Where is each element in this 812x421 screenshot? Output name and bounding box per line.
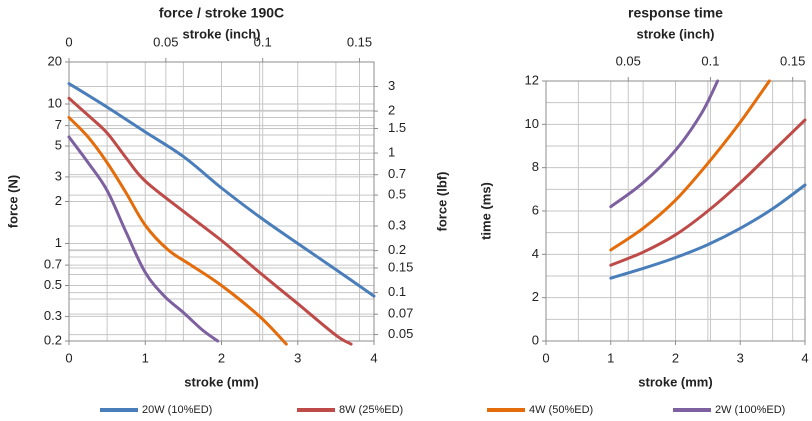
chart1-y-tick-label: 0.2 xyxy=(44,332,62,347)
chart2-x-tick-label: 1 xyxy=(607,350,614,365)
chart1-x-tick-label: 3 xyxy=(294,350,301,365)
chart1-y2-tick-label: 0.15 xyxy=(388,259,413,274)
legend-label-4w: 4W (50%ED) xyxy=(529,404,594,416)
chart1-x-tick-label: 1 xyxy=(142,350,149,365)
chart1-x-label: stroke (mm) xyxy=(184,374,258,389)
chart1-x2-tick-label: 0.15 xyxy=(347,34,372,49)
chart1-y-tick-label: 0.3 xyxy=(44,308,62,323)
legend-swatch-2w xyxy=(673,408,711,412)
legend-item-8w: 8W (25%ED) xyxy=(297,401,403,419)
chart1-y-tick-label: 2 xyxy=(55,193,62,208)
chart2-y-tick-label: 2 xyxy=(532,289,539,304)
chart2-x2-label: stroke (inch) xyxy=(636,26,714,41)
chart2-series-line-0 xyxy=(609,183,807,280)
chart1-y2-tick-label: 0.1 xyxy=(388,284,406,299)
chart2-y-tick-label: 4 xyxy=(532,246,539,261)
chart1-y2-tick-label: 2 xyxy=(388,103,395,118)
chart1-x2-tick-label: 0.1 xyxy=(254,34,272,49)
chart1-y2-tick-label: 0.7 xyxy=(388,166,406,181)
chart1-y-tick-label: 1 xyxy=(55,235,62,250)
chart2-x-tick-label: 2 xyxy=(672,350,679,365)
legend-label-20w: 20W (10%ED) xyxy=(142,404,213,416)
chart1-y2-tick-label: 0.07 xyxy=(388,306,413,321)
chart1-y2-tick-label: 1 xyxy=(388,145,395,160)
chart1-series-line-1 xyxy=(67,96,353,346)
legend-item-20w: 20W (10%ED) xyxy=(100,401,212,419)
legend-item-4w: 4W (50%ED) xyxy=(487,401,593,419)
chart1-y-label: force (N) xyxy=(5,175,20,228)
legend-item-2w: 2W (100%ED) xyxy=(673,401,785,419)
legend-label-8w: 8W (25%ED) xyxy=(339,404,404,416)
legend: 20W (10%ED) 8W (25%ED) 4W (50%ED) 2W (10… xyxy=(0,401,812,419)
chart1-series-line-3 xyxy=(67,135,220,343)
chart2-y-tick-label: 0 xyxy=(532,332,539,347)
chart2-y-tick-label: 8 xyxy=(532,159,539,174)
chart1-series-line-2 xyxy=(67,116,288,346)
chart2-series-line-2 xyxy=(609,79,771,252)
chart1-y2-tick-label: 0.05 xyxy=(388,326,413,341)
chart1-y2-tick-label: 0.2 xyxy=(388,242,406,257)
chart2-x-tick-label: 0 xyxy=(542,350,549,365)
chart1-x2-tick-label: 0 xyxy=(65,34,72,49)
chart2-x-tick-label: 3 xyxy=(737,350,744,365)
charts-canvas: 0 1 2 3 40 0.05 0.1 0.150.20.30.50.71235710200.… xyxy=(5,5,808,390)
chart2-series-line-1 xyxy=(609,118,807,267)
chart1-x-tick-label: 2 xyxy=(218,350,225,365)
legend-swatch-8w xyxy=(297,408,335,412)
chart2-y-label: time (ms) xyxy=(478,182,493,240)
chart2-x2-tick-label: 0.1 xyxy=(701,53,719,68)
chart1-x2-label: stroke (inch) xyxy=(182,26,260,41)
chart1-title: force / stroke 190C xyxy=(159,5,284,21)
chart1-x-tick-label: 0 xyxy=(65,350,72,365)
chart1-y2-tick-label: 3 xyxy=(388,78,395,93)
chart2-y-tick-label: 10 xyxy=(525,116,539,131)
chart2-y-tick-label: 6 xyxy=(532,202,539,217)
legend-label-2w: 2W (100%ED) xyxy=(715,404,786,416)
chart1-y-tick-label: 7 xyxy=(55,117,62,132)
legend-swatch-20w xyxy=(100,408,138,412)
chart1-y2-tick-label: 0.3 xyxy=(388,217,406,232)
chart1-y-tick-label: 3 xyxy=(55,168,62,183)
chart1-y-tick-label: 5 xyxy=(55,137,62,152)
chart2-title: response time xyxy=(628,5,723,21)
chart1-y-tick-label: 0.5 xyxy=(44,277,62,292)
chart2-x-label: stroke (mm) xyxy=(638,374,712,389)
chart1-y-tick-label: 0.7 xyxy=(44,257,62,272)
chart1-x-tick-label: 4 xyxy=(370,350,377,365)
chart2-x2-tick-label: 0.05 xyxy=(616,53,641,68)
chart1-y-tick-label: 20 xyxy=(48,53,62,68)
legend-swatch-4w xyxy=(487,408,525,412)
chart1-y-tick-label: 10 xyxy=(48,95,62,110)
chart1-x2-tick-label: 0.05 xyxy=(153,34,178,49)
chart1-y2-tick-label: 1.5 xyxy=(388,120,406,135)
chart1-series-line-0 xyxy=(67,82,376,298)
chart2-x2-tick-label: 0.15 xyxy=(780,53,805,68)
chart2-series-line-3 xyxy=(609,79,720,209)
chart2-y-tick-label: 12 xyxy=(525,72,539,87)
chart1-y2-tick-label: 0.5 xyxy=(388,187,406,202)
chart2-x-tick-label: 4 xyxy=(801,350,808,365)
chart1-y2-label: force (lbf) xyxy=(434,172,449,232)
